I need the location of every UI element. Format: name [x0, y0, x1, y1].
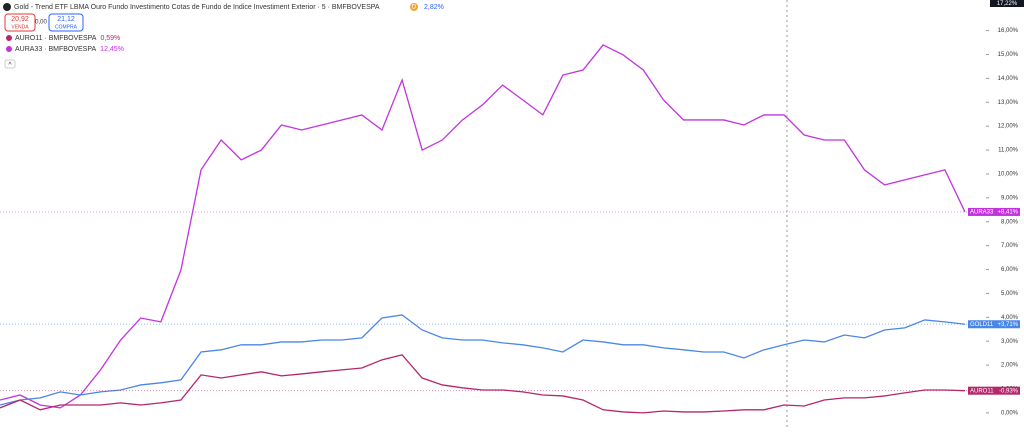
legend-name: AURA33 · BMFBOVESPA [15, 46, 97, 53]
series-line [0, 354, 966, 414]
end-label-box [968, 320, 1020, 329]
end-label-name: AURO11 [970, 388, 994, 394]
y-tick-label: 10,00% [998, 172, 1019, 178]
end-label-box [968, 207, 1020, 216]
end-label-name: GOLD11 [970, 322, 994, 328]
y-tick-label: 5,00% [1001, 291, 1019, 297]
end-label-value: +3,71% [997, 322, 1018, 328]
spread: 0,00 [35, 20, 47, 26]
collapse-button[interactable] [4, 59, 16, 69]
series-line [0, 44, 966, 409]
axis-top-label: 17,22% [997, 1, 1018, 7]
y-tick-label: 13,00% [998, 100, 1019, 106]
y-tick-label: 16,00% [998, 28, 1019, 34]
buy-label: COMPRA [55, 24, 78, 30]
y-tick-label: 3,00% [1001, 339, 1019, 345]
y-tick-label: 4,00% [1001, 315, 1019, 321]
y-tick-label: 8,00% [1001, 219, 1019, 225]
y-tick-label: 9,00% [1001, 195, 1019, 201]
end-label-box [968, 386, 1020, 395]
symbol-icon [3, 3, 11, 11]
sell-price: 20,92 [11, 16, 29, 23]
buy-button[interactable] [48, 13, 84, 32]
legend-swatch [6, 35, 12, 41]
sell-label: VENDA [11, 24, 29, 30]
y-tick-label: 2,00% [1001, 363, 1019, 369]
legend-name: AURO11 · BMFBOVESPA [15, 35, 97, 42]
y-tick-label: 12,00% [998, 124, 1019, 130]
y-tick-label: 7,00% [1001, 243, 1019, 249]
y-tick-label: 14,00% [998, 76, 1019, 82]
buy-price: 21,12 [57, 16, 75, 23]
y-tick-label: 11,00% [998, 148, 1019, 154]
legend-swatch [6, 46, 12, 52]
axis-top-box [990, 0, 1024, 7]
title-change: 2,82% [424, 4, 444, 11]
collapse-icon: ^ [8, 62, 12, 69]
sell-button[interactable] [4, 13, 36, 32]
y-tick-label: 6,00% [1001, 267, 1019, 273]
title-badge: D [412, 5, 417, 11]
end-label-name: AURA33 [970, 210, 994, 216]
end-label-value: +8,41% [997, 210, 1018, 216]
chart-title: Gold - Trend ETF LBMA Ouro Fundo Investi… [14, 4, 380, 11]
y-tick-label: 0,00% [1001, 410, 1019, 416]
badge [410, 3, 418, 11]
series-line [0, 314, 966, 406]
legend-change: 12,45% [100, 46, 124, 53]
y-tick-label: 15,00% [998, 52, 1019, 58]
end-label-value: -0,93% [999, 388, 1019, 394]
legend-change: 0,59% [100, 35, 120, 42]
